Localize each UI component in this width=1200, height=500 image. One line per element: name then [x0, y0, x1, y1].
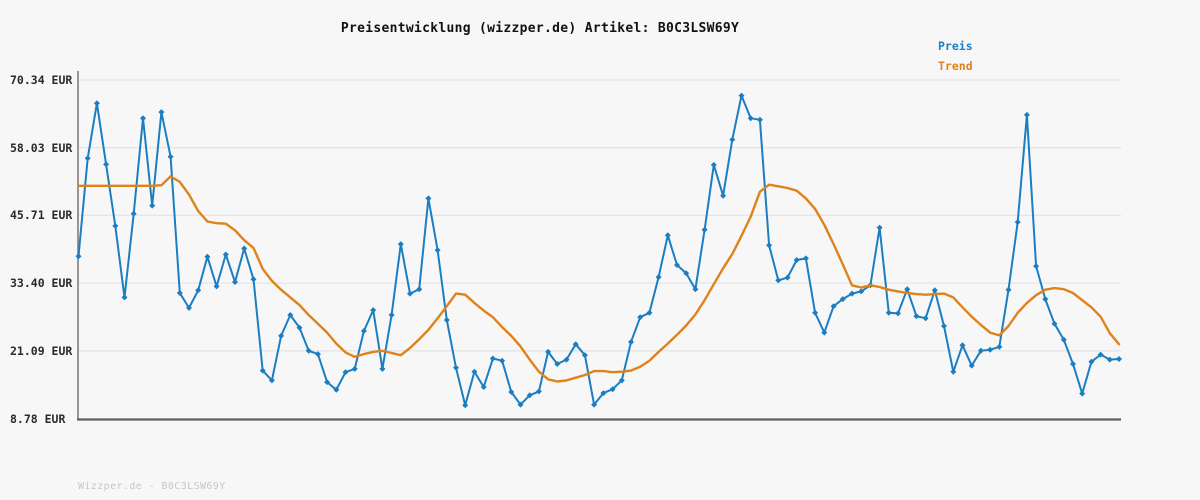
- legend-preis: Preis: [938, 39, 973, 53]
- y-tick-label: 33.40 EUR: [10, 276, 73, 291]
- preis-line: [77, 94, 1120, 407]
- y-tick-label: 21.09 EUR: [10, 343, 73, 358]
- y-tick-label: 8.78 EUR: [10, 411, 66, 426]
- chart-title: Preisentwicklung (wizzper.de) Artikel: B…: [340, 21, 740, 36]
- trend-line: [77, 175, 1121, 383]
- preis-markers: [75, 92, 1122, 409]
- y-tick-label: 45.71 EUR: [10, 208, 73, 223]
- y-tick-label: 58.03 EUR: [10, 140, 73, 155]
- y-tick-label: 70.34 EUR: [10, 73, 73, 87]
- legend-trend: Trend: [938, 59, 973, 73]
- watermark: Wizzper.de - B0C3LSW69Y: [78, 481, 226, 492]
